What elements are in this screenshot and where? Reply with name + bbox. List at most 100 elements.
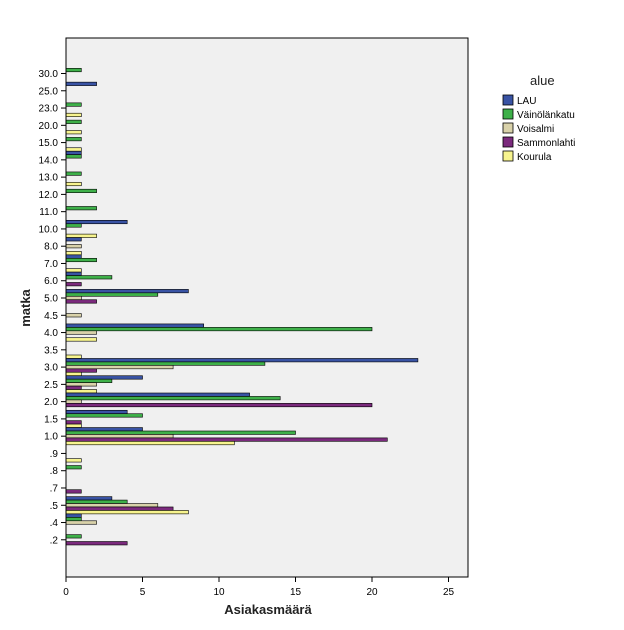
- y-tick-label: 4.5: [44, 311, 58, 322]
- y-tick-label: 3.0: [44, 363, 58, 374]
- bar: [65, 382, 97, 387]
- bar: [65, 541, 128, 546]
- bar: [65, 81, 97, 86]
- y-tick-label: 6.0: [44, 276, 58, 287]
- bar: [65, 420, 82, 425]
- y-tick-label: 12.0: [39, 190, 59, 201]
- bar: [65, 458, 82, 463]
- bar: [65, 399, 82, 404]
- x-tick-label: 15: [290, 587, 302, 598]
- bar: [65, 437, 388, 442]
- y-tick-label: 14.0: [39, 155, 59, 166]
- bar: [65, 150, 82, 155]
- bar: [65, 282, 82, 287]
- y-tick-label: 1.0: [44, 432, 58, 443]
- legend-label: Kourula: [517, 152, 552, 163]
- x-axis-title: Asiakasmäärä: [224, 602, 312, 617]
- bar: [65, 517, 82, 522]
- bar: [65, 510, 189, 515]
- legend-swatch: [502, 94, 514, 106]
- bar: [65, 292, 159, 297]
- y-tick-label: .4: [50, 518, 59, 529]
- bar: [65, 323, 204, 328]
- bar: [65, 147, 82, 152]
- bar: [65, 385, 82, 390]
- y-tick-label: 5.0: [44, 294, 58, 305]
- bar: [65, 354, 82, 359]
- bar: [65, 330, 97, 335]
- y-tick-label: 3.5: [44, 345, 58, 356]
- y-tick-label: .9: [50, 449, 59, 460]
- bar: [65, 496, 113, 501]
- y-tick-label: 15.0: [39, 138, 59, 149]
- x-tick-label: 10: [213, 587, 225, 598]
- bar: [65, 295, 82, 301]
- y-tick-label: 23.0: [39, 104, 59, 115]
- bar: [65, 102, 82, 107]
- bar: [65, 534, 82, 539]
- bar: [65, 268, 82, 273]
- x-tick-label: 5: [140, 587, 146, 598]
- bar: [65, 254, 82, 259]
- legend-swatch: [502, 122, 514, 134]
- bar: [65, 423, 82, 428]
- legend-label: Sammonlahti: [517, 138, 575, 149]
- bar: [65, 233, 97, 238]
- legend-title: alue: [530, 73, 555, 88]
- bar: [65, 506, 174, 511]
- bar: [65, 327, 373, 332]
- y-tick-label: 20.0: [39, 121, 59, 132]
- bar: [65, 409, 128, 415]
- legend-label: Väinölänkatu: [517, 110, 575, 121]
- x-tick-label: 20: [366, 587, 378, 598]
- y-tick-label: 4.0: [44, 328, 58, 339]
- bar: [65, 427, 143, 432]
- legend-swatch: [502, 136, 514, 148]
- bar: [65, 223, 82, 228]
- bar: [65, 441, 235, 446]
- bar: [65, 251, 82, 256]
- y-tick-label: 7.0: [44, 259, 58, 270]
- legend-swatch: [502, 150, 514, 162]
- y-tick-label: .2: [50, 535, 59, 546]
- bar: [65, 465, 82, 470]
- y-ticks-group: 30.0 25.0 23.0 20.0 15.0 14.0 13.0 12.0 11.0 10.0…: [39, 69, 66, 546]
- y-axis-title: matka: [18, 288, 33, 326]
- bar: [65, 289, 189, 294]
- y-tick-label: 1.5: [44, 414, 58, 425]
- bar: [65, 188, 97, 193]
- bar: [65, 371, 82, 377]
- bar: [65, 378, 113, 383]
- y-tick-label: 11.0: [39, 207, 58, 218]
- bar: [65, 257, 97, 263]
- plot-area: [65, 37, 469, 578]
- bar: [65, 271, 82, 276]
- y-tick-label: 25.0: [39, 86, 59, 97]
- bar: [65, 313, 82, 318]
- bar: [65, 154, 82, 159]
- bars-group: [65, 68, 419, 546]
- bar: [65, 237, 82, 242]
- bar: [65, 244, 82, 249]
- bar: [65, 489, 82, 494]
- legend-label: Voisalmi: [517, 124, 554, 135]
- y-tick-label: 8.0: [44, 242, 58, 253]
- bar: [65, 130, 82, 135]
- x-tick-label: 0: [63, 587, 69, 598]
- bar: [65, 337, 97, 342]
- y-tick-label: 2.5: [44, 380, 58, 391]
- bar: [65, 68, 82, 73]
- bar: [65, 375, 143, 380]
- legend: alue LAU Väinölänkatu Voisalmi Sammonlahti K…: [502, 73, 575, 163]
- y-tick-label: .8: [50, 466, 59, 477]
- bar: [65, 181, 82, 187]
- legend-swatch: [502, 108, 514, 120]
- bar: [65, 112, 82, 117]
- bar: [65, 403, 373, 408]
- bar: [65, 389, 97, 394]
- y-tick-label: 13.0: [39, 173, 59, 184]
- bar: [65, 503, 159, 508]
- bar: [65, 171, 82, 176]
- y-tick-label: 2.0: [44, 397, 58, 408]
